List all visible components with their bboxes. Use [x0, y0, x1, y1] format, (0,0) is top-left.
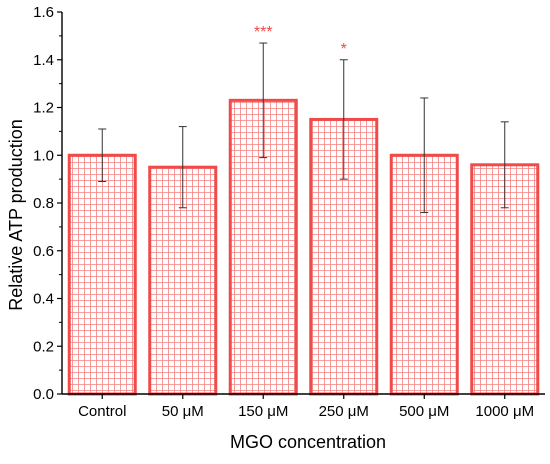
y-tick-label: 1.2	[33, 100, 54, 117]
y-tick-label: 0.6	[33, 243, 54, 260]
bar	[67, 153, 137, 396]
axes-layer: Control 50 μM 150 μM 250 μM 500 μM 1000 μM 0.0…	[33, 4, 545, 420]
y-tick-label: 0.0	[33, 386, 54, 403]
significance-marker: ***	[254, 24, 273, 41]
significance-marker: *	[341, 41, 347, 58]
y-tick-label: 1.6	[33, 4, 54, 21]
y-tick-label: 0.2	[33, 338, 54, 355]
y-axis-title: Relative ATP production	[6, 119, 26, 310]
y-tick-label: 0.4	[33, 291, 54, 308]
bars-layer: ****	[67, 24, 540, 396]
y-tick-label: 1.4	[33, 52, 54, 69]
y-tick-label: 1.0	[33, 147, 54, 164]
x-tick-label: 250 μM	[319, 403, 369, 420]
x-tick-label: 1000 μM	[475, 403, 534, 420]
x-tick-label: 150 μM	[238, 403, 288, 420]
x-tick-label: 50 μM	[162, 403, 204, 420]
y-tick-label: 0.8	[33, 195, 54, 212]
x-tick-label: 500 μM	[399, 403, 449, 420]
x-tick-label: Control	[78, 403, 126, 420]
x-axis-title: MGO concentration	[230, 432, 386, 452]
